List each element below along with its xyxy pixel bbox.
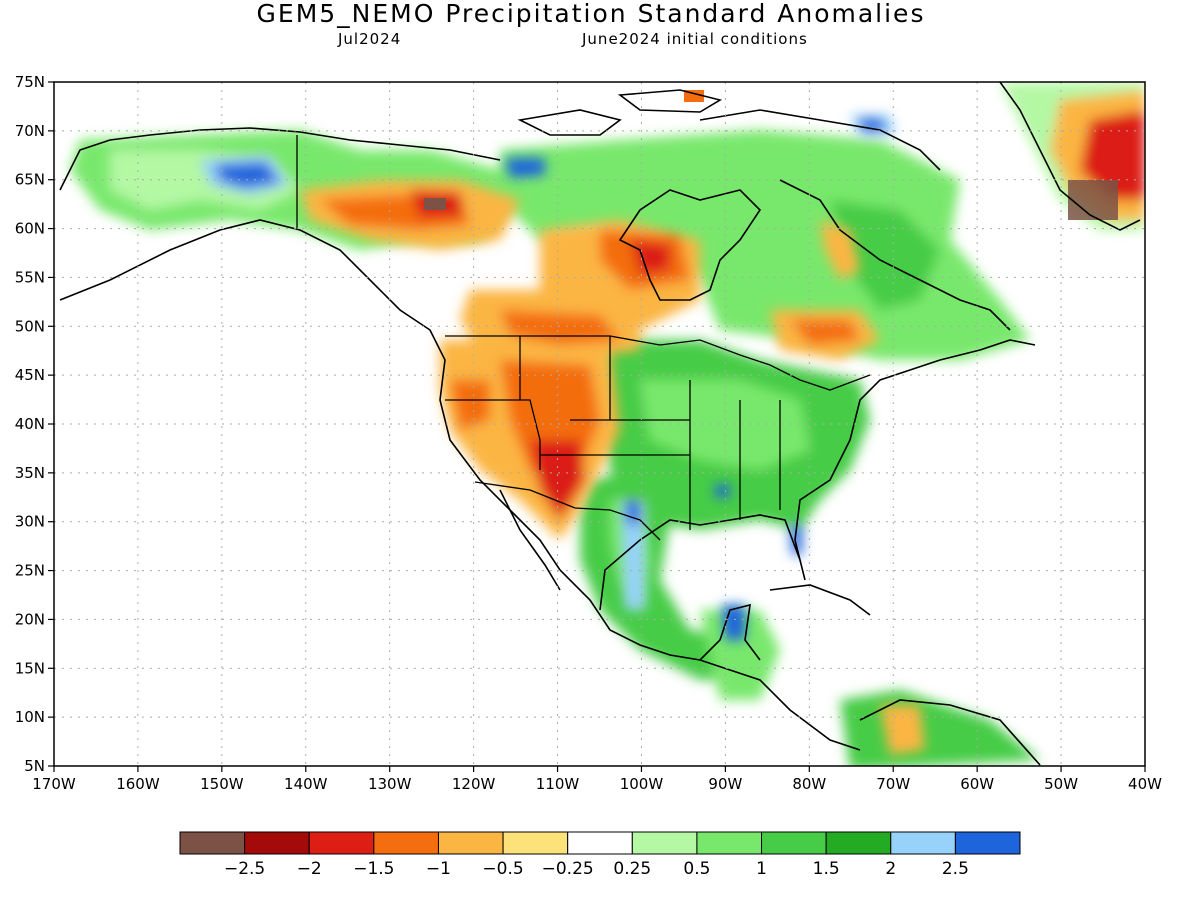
lon-tick-label: 160W: [116, 775, 160, 793]
colorbar-swatch: [502, 831, 569, 855]
lon-tick-label: 60W: [960, 775, 994, 793]
colorbar-label: −0.5: [482, 859, 523, 879]
colorbar-label: 0.25: [613, 859, 651, 879]
colorbar-swatch: [761, 831, 827, 855]
lon-tick-label: 130W: [368, 775, 412, 793]
colorbar-swatch: [631, 831, 698, 855]
political-borders: [296, 135, 871, 541]
lat-tick-label: 20N: [15, 610, 45, 628]
colorbar-label: −2: [297, 859, 322, 879]
colorbar-swatch: [696, 831, 763, 855]
lat-tick-label: 45N: [15, 366, 45, 384]
lon-tick-label: 120W: [452, 775, 496, 793]
colorbar-label: 2.5: [942, 859, 969, 879]
lon-tick-label: 50W: [1044, 775, 1078, 793]
lon-tick-label: 170W: [32, 775, 76, 793]
lat-tick-label: 15N: [15, 659, 45, 677]
lon-tick-label: 70W: [876, 775, 910, 793]
colorbar-label: 0.5: [683, 859, 710, 879]
lon-tick-label: 110W: [536, 775, 580, 793]
lat-tick-label: 35N: [15, 464, 45, 482]
colorbar-label: −1.5: [353, 859, 394, 879]
lat-tick-label: 65N: [15, 171, 45, 189]
lat-tick-label: 5N: [24, 757, 45, 775]
colorbar-swatch: [373, 831, 439, 855]
colorbar-swatch: [308, 831, 375, 855]
subtitle-month: Jul2024: [338, 30, 402, 48]
colorbar-label: −0.25: [542, 859, 594, 879]
lat-tick-label: 55N: [15, 268, 45, 286]
lat-tick-label: 60N: [15, 220, 45, 238]
colorbar-label: 1: [756, 859, 767, 879]
latitude-axis: 75N 70N 65N 60N 55N 50N 45N 40N 35N 30N 25N 20N 15N 1…: [15, 73, 54, 775]
lon-tick-label: 150W: [200, 775, 244, 793]
colorbar-swatch: [825, 831, 892, 855]
lat-tick-label: 40N: [15, 415, 45, 433]
lon-tick-label: 90W: [708, 775, 742, 793]
colorbar-swatch: [890, 831, 956, 855]
colorbar-swatch: [244, 831, 310, 855]
colorbar-swatch: [954, 831, 1021, 855]
anomaly-field: [59, 82, 1145, 766]
lon-tick-label: 80W: [792, 775, 826, 793]
subtitle-initial-conditions: June2024 initial conditions: [582, 30, 808, 48]
lon-tick-label: 100W: [620, 775, 664, 793]
colorbar-label: −2.5: [224, 859, 265, 879]
colorbar-label: 1.5: [813, 859, 840, 879]
lon-tick-label: 40W: [1128, 775, 1162, 793]
lat-tick-label: 70N: [15, 122, 45, 140]
longitude-axis: 170W 160W 150W 140W 130W 120W 110W 100W 90W 80W 70…: [32, 766, 1162, 793]
colorbar-swatch: [567, 831, 633, 855]
colorbar-label: −1: [426, 859, 451, 879]
colorbar-label: 2: [885, 859, 896, 879]
lat-tick-label: 75N: [15, 73, 45, 91]
lat-lon-grid: [54, 82, 1145, 766]
lat-tick-label: 25N: [15, 562, 45, 580]
lon-tick-label: 140W: [284, 775, 328, 793]
lat-tick-label: 50N: [15, 317, 45, 335]
colorbar-swatch: [179, 831, 246, 855]
colorbar-swatch: [437, 831, 504, 855]
map-title: GEM5_NEMO Precipitation Standard Anomali…: [256, 0, 926, 28]
lat-tick-label: 30N: [15, 513, 45, 531]
lat-tick-label: 10N: [15, 708, 45, 726]
colorbar: −2.5 −2 −1.5 −1 −0.5 −0.25 0.25 0.5 1 1.5 2 2.5: [179, 831, 1021, 879]
